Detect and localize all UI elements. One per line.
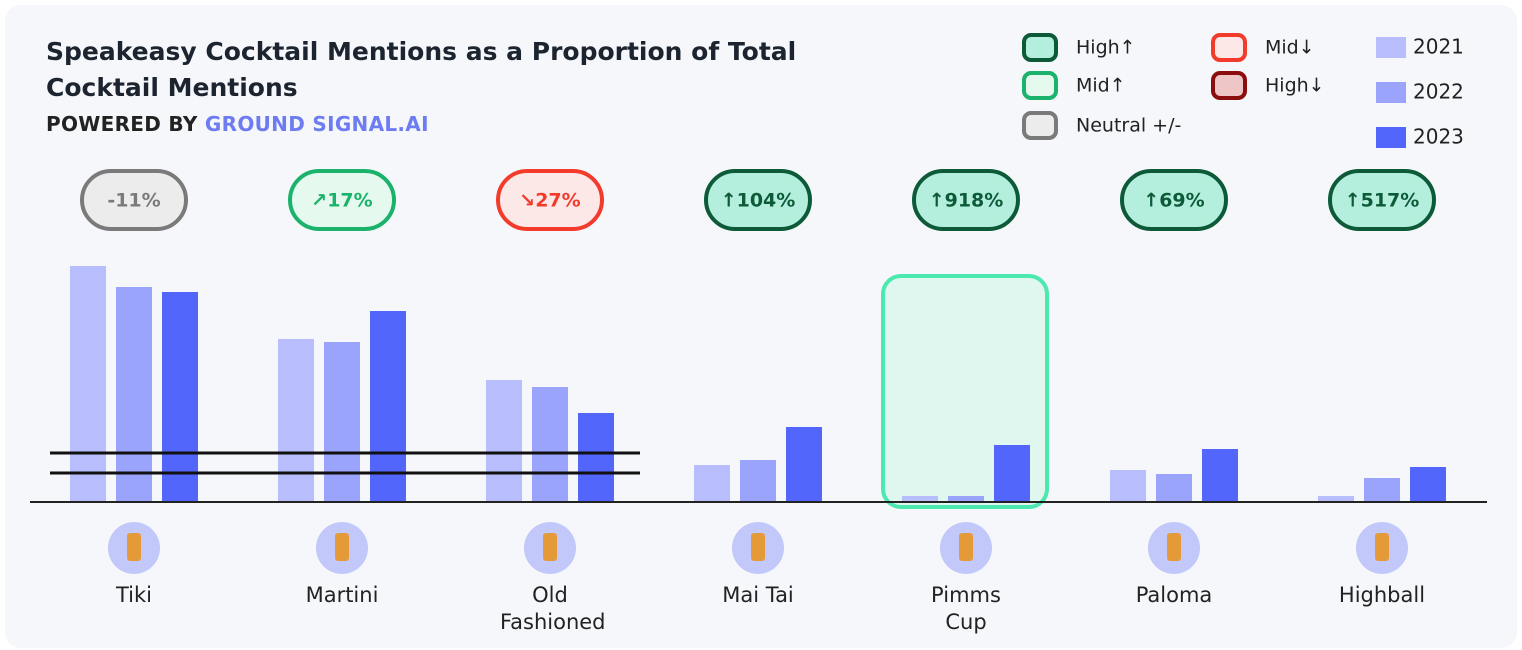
legend-swatch: [1022, 111, 1058, 140]
change-badge: [496, 169, 604, 231]
change-badge: [704, 169, 812, 231]
legend-label: 2023: [1413, 125, 1464, 149]
icon-glass: [1375, 533, 1389, 561]
change-badge: [1120, 169, 1228, 231]
bar: [370, 311, 406, 502]
legend-label: 2021: [1413, 35, 1464, 59]
bar: [1364, 478, 1400, 502]
change-label: ↗17%: [311, 190, 372, 212]
legend-swatch: [1376, 37, 1406, 58]
bar: [486, 380, 522, 502]
legend-swatch: [1376, 127, 1406, 148]
icon-glass: [959, 533, 973, 561]
subtitle-wrap: POWERED BY GROUND SIGNAL.AI: [46, 112, 429, 136]
bar: [948, 496, 984, 502]
change-badge: [912, 169, 1020, 231]
legend-swatch: [1376, 82, 1406, 103]
x-tick-label: Highball: [1338, 583, 1426, 607]
icon-glass: [543, 533, 557, 561]
bar: [116, 287, 152, 502]
x-tick-label: Pimms Cup: [931, 583, 1001, 634]
bar: [1202, 449, 1238, 502]
change-label: ↑104%: [721, 190, 796, 212]
change-label: ↑69%: [1143, 190, 1204, 212]
bar: [162, 292, 198, 502]
change-label: ↑517%: [1345, 190, 1420, 212]
change-badge: [80, 169, 188, 231]
subtitle: POWERED BY: [46, 112, 198, 136]
legend-label: 2022: [1413, 80, 1464, 104]
chart-title: Speakeasy Cocktail Mentions as a Proport…: [46, 37, 797, 102]
bar: [1110, 470, 1146, 502]
x-tick-label: Mai Tai: [722, 583, 794, 607]
legend-label: High↑: [1076, 37, 1136, 59]
legend-swatch: [1022, 71, 1058, 100]
icon-glass: [127, 533, 141, 561]
bar: [578, 413, 614, 502]
x-tick-label: Old Fashioned: [500, 583, 606, 634]
legend-label: Mid↓: [1265, 37, 1315, 59]
legend-label: Mid↑: [1076, 75, 1126, 97]
bar: [786, 427, 822, 502]
legend-label: Neutral +/-: [1076, 115, 1181, 137]
legend-swatch: [1211, 71, 1247, 100]
x-tick-label: Paloma: [1135, 583, 1213, 607]
bar: [532, 387, 568, 502]
bar: [1318, 496, 1354, 502]
change-badge: [288, 169, 396, 231]
bar: [902, 496, 938, 502]
icon-glass: [1167, 533, 1181, 561]
icon-glass: [335, 533, 349, 561]
bar: [1156, 474, 1192, 502]
change-label: -11%: [107, 190, 160, 212]
x-tick-label: Tiki: [115, 583, 152, 607]
bar: [70, 266, 106, 502]
icon-glass: [751, 533, 765, 561]
bar: [994, 445, 1030, 502]
change-label: ↑918%: [929, 190, 1004, 212]
bar: [324, 342, 360, 502]
change-badge: [1328, 169, 1436, 231]
x-tick-label: Martini: [305, 583, 379, 607]
brand: GROUND SIGNAL.AI: [204, 112, 429, 136]
bar: [740, 460, 776, 502]
bar: [694, 465, 730, 502]
bar: [1410, 467, 1446, 502]
bar: [278, 339, 314, 502]
legend-swatch: [1211, 33, 1247, 62]
legend-label: High↓: [1265, 75, 1325, 97]
change-label: ↘27%: [519, 190, 580, 212]
legend-swatch: [1022, 33, 1058, 62]
